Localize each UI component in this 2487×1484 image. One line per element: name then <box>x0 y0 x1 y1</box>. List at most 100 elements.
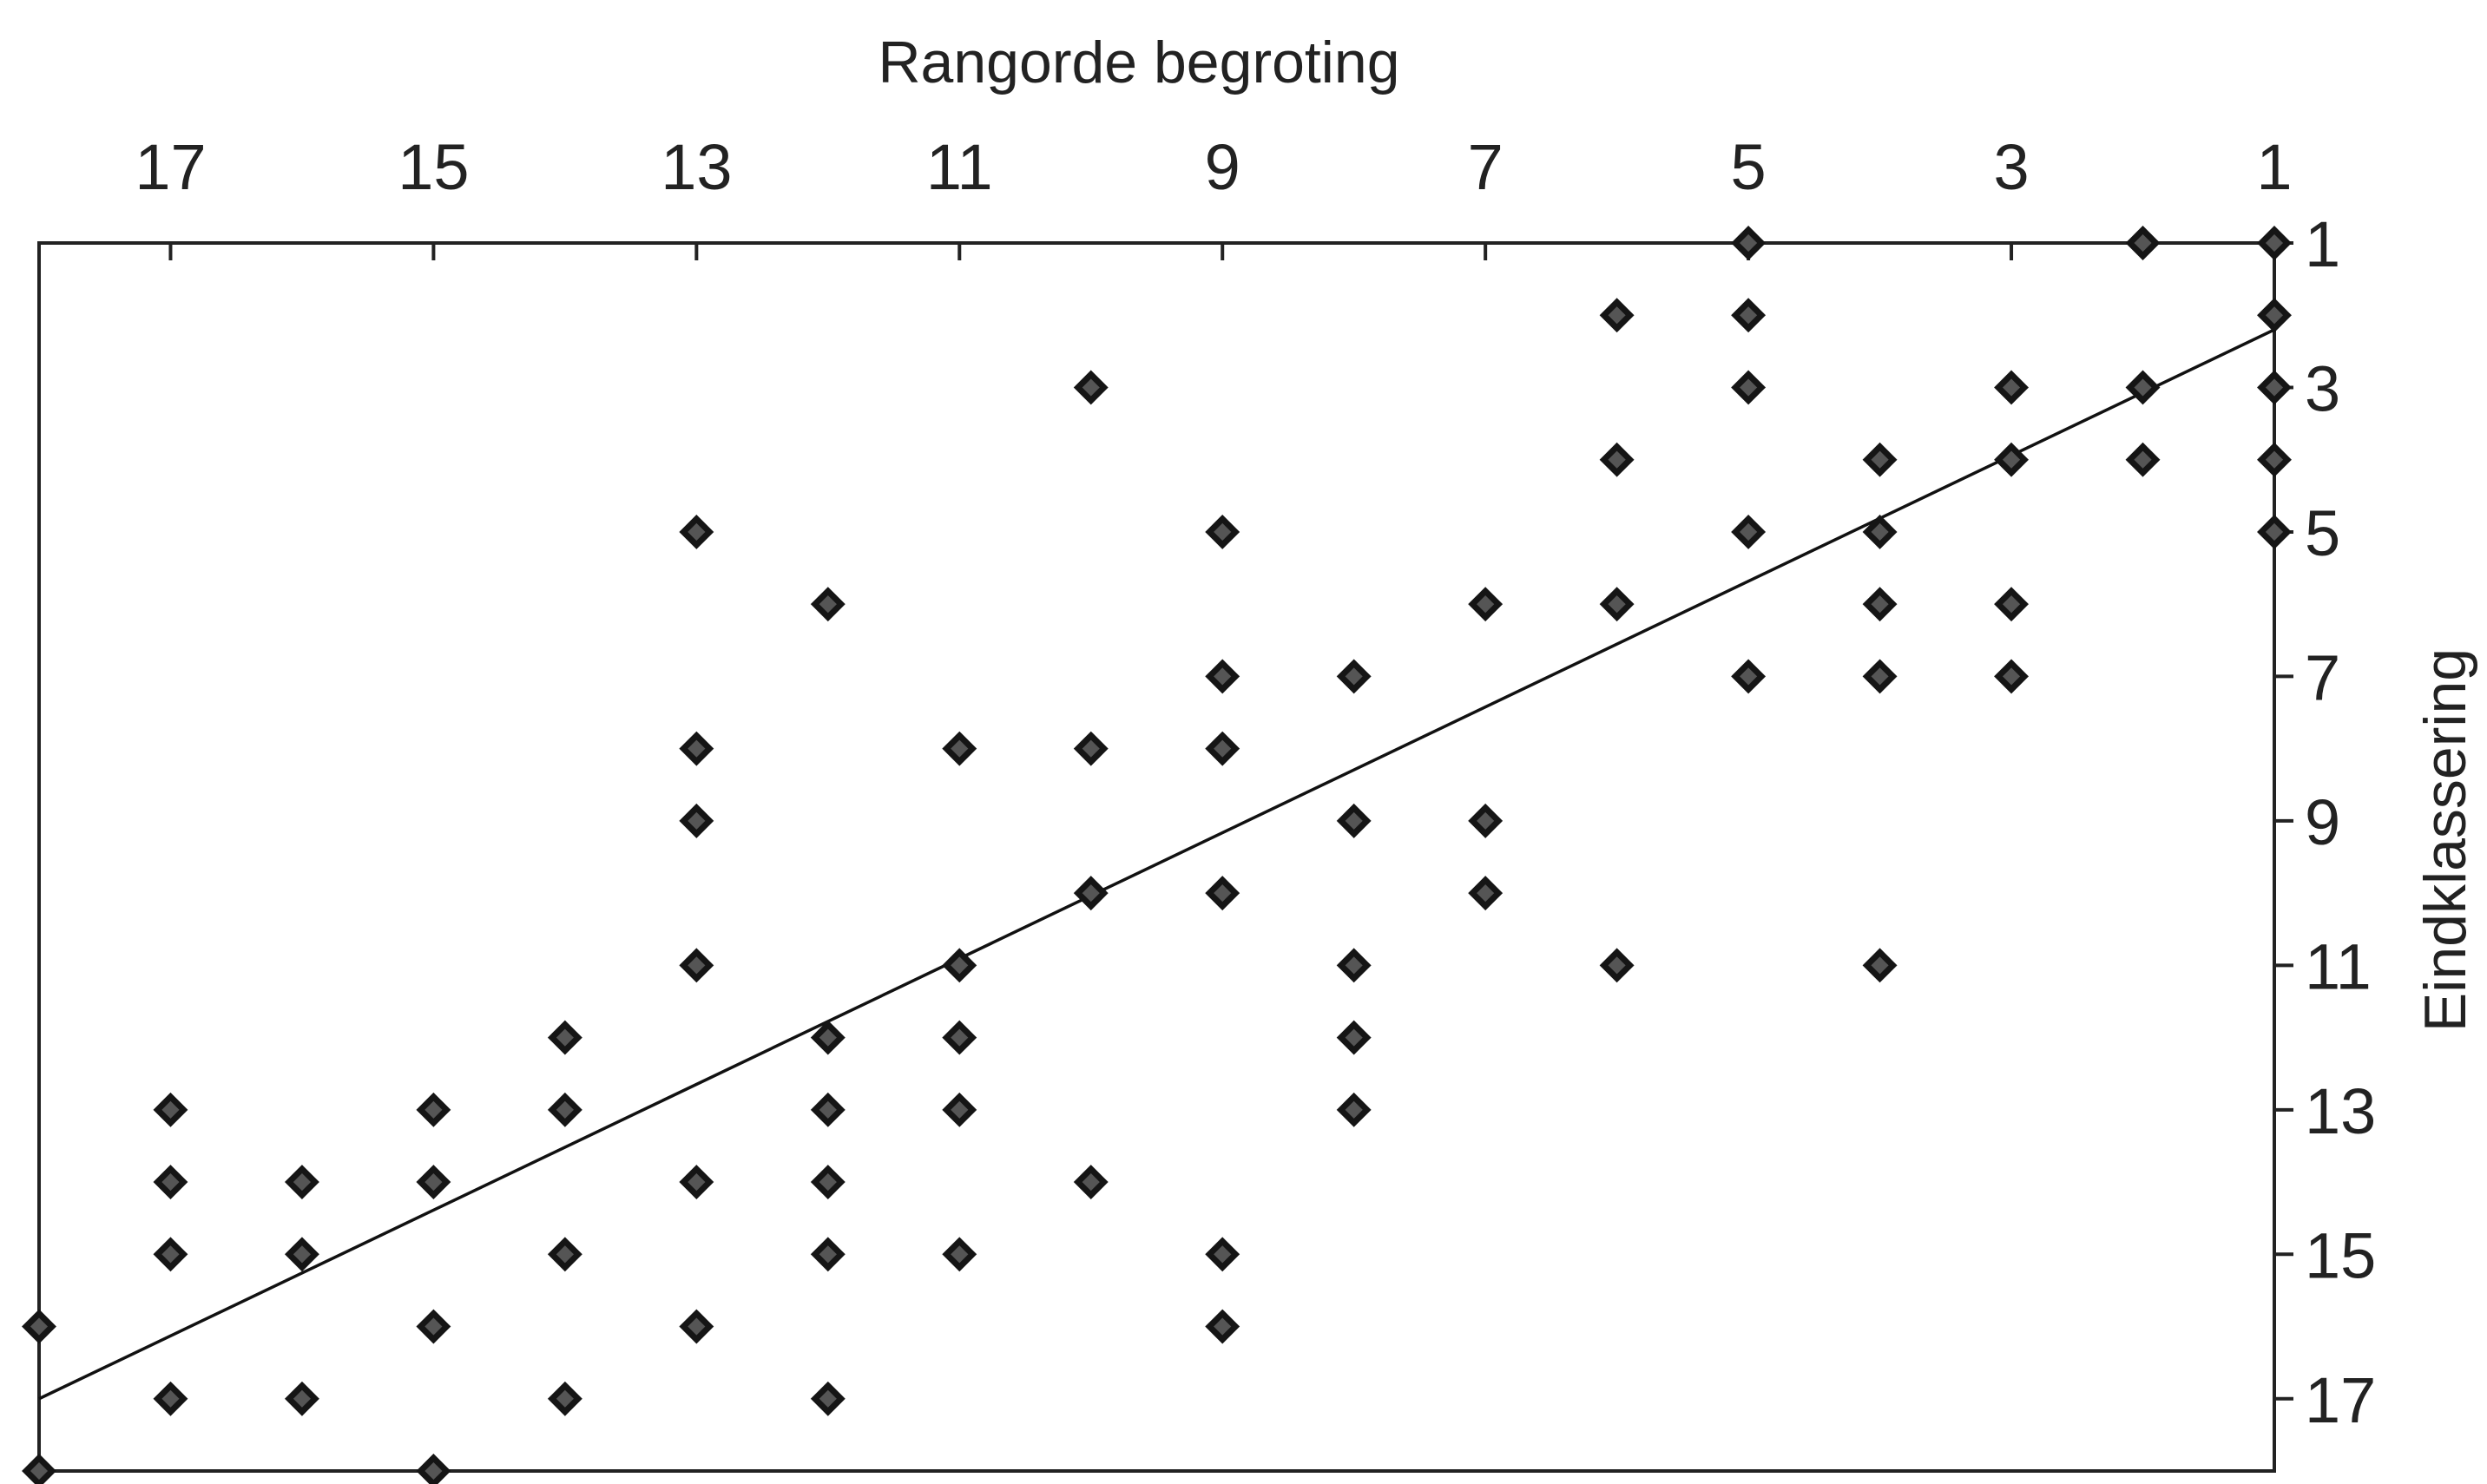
data-point <box>1862 442 1898 477</box>
data-point <box>284 1381 319 1416</box>
y-tick-label: 7 <box>2305 641 2340 713</box>
y-tick-label: 13 <box>2305 1075 2376 1147</box>
data-point <box>547 1020 582 1055</box>
y-tick-label: 3 <box>2305 352 2340 424</box>
data-point <box>679 514 714 549</box>
data-point <box>810 1020 845 1055</box>
data-point <box>1994 442 2030 477</box>
data-point <box>1862 587 1898 622</box>
plot-frame <box>37 241 2276 1473</box>
x-tick-label: 5 <box>1731 131 1767 203</box>
data-point <box>942 948 977 983</box>
data-point <box>1994 370 2030 405</box>
data-point <box>1599 298 1635 333</box>
data-point <box>679 948 714 983</box>
data-point <box>1731 659 1767 694</box>
y-tick-label: 17 <box>2305 1364 2376 1436</box>
data-point <box>2257 370 2292 405</box>
data-point <box>1468 587 1503 622</box>
data-point <box>1073 370 1109 405</box>
data-point <box>1731 226 1767 260</box>
data-point <box>2257 442 2292 477</box>
data-point <box>1468 803 1503 838</box>
data-point <box>810 1092 845 1127</box>
data-point <box>2257 226 2292 260</box>
data-point <box>1731 514 1767 549</box>
data-point <box>1599 442 1635 477</box>
data-point <box>1731 370 1767 405</box>
data-point <box>547 1237 582 1272</box>
data-point <box>2125 226 2161 260</box>
data-point <box>153 1165 188 1200</box>
data-point <box>2257 514 2292 549</box>
data-point <box>547 1381 582 1416</box>
data-point <box>679 1165 714 1200</box>
trend-line <box>38 328 2275 1401</box>
data-point <box>22 1454 56 1484</box>
data-point <box>1205 514 1240 549</box>
data-point <box>1205 876 1240 911</box>
data-point <box>1073 731 1109 766</box>
x-axis-ticks: 17 15 13 11 9 7 5 3 1 <box>135 131 2293 260</box>
data-point <box>2257 298 2292 333</box>
data-point <box>1731 298 1767 333</box>
data-point <box>416 1309 451 1344</box>
data-point <box>1336 948 1372 983</box>
data-point <box>1205 731 1240 766</box>
data-point <box>1205 1237 1240 1272</box>
data-point <box>1862 659 1898 694</box>
x-axis-title: Rangorde begroting <box>878 30 1399 95</box>
data-point <box>810 1381 845 1416</box>
x-tick-label: 7 <box>1468 131 1503 203</box>
data-point <box>1336 1020 1372 1055</box>
x-tick-label: 17 <box>135 131 206 203</box>
x-tick-label: 1 <box>2256 131 2292 203</box>
data-point <box>153 1237 188 1272</box>
x-tick-label: 11 <box>926 131 993 203</box>
data-point <box>416 1454 451 1484</box>
data-point <box>2125 370 2161 405</box>
data-point <box>416 1092 451 1127</box>
data-point <box>153 1381 188 1416</box>
data-point <box>1336 803 1372 838</box>
data-point <box>1599 587 1635 622</box>
data-point <box>1994 659 2030 694</box>
data-point <box>547 1092 582 1127</box>
y-axis-title: Eindklassering <box>2412 648 2478 1032</box>
data-point <box>810 1165 845 1200</box>
data-point <box>1336 659 1372 694</box>
data-point <box>1073 876 1109 911</box>
data-point <box>1599 948 1635 983</box>
data-point <box>1336 1092 1372 1127</box>
data-points <box>22 226 2292 1484</box>
y-tick-label: 5 <box>2305 497 2340 569</box>
data-point <box>942 731 977 766</box>
data-point <box>810 587 845 622</box>
data-point <box>679 803 714 838</box>
data-point <box>284 1165 319 1200</box>
data-point <box>679 1309 714 1344</box>
data-point <box>416 1165 451 1200</box>
data-point <box>942 1092 977 1127</box>
data-point <box>1862 948 1898 983</box>
data-point <box>1073 1165 1109 1200</box>
data-point <box>942 1237 977 1272</box>
y-tick-label: 9 <box>2305 786 2340 858</box>
data-point <box>679 731 714 766</box>
data-point <box>1205 659 1240 694</box>
y-tick-label: 1 <box>2305 208 2340 280</box>
data-point <box>810 1237 845 1272</box>
x-tick-label: 3 <box>1993 131 2029 203</box>
data-point <box>153 1092 188 1127</box>
data-point <box>1862 514 1898 549</box>
x-tick-label: 13 <box>661 131 732 203</box>
y-tick-label: 15 <box>2305 1219 2376 1291</box>
y-tick-label: 11 <box>2305 930 2372 1002</box>
data-point <box>284 1237 319 1272</box>
data-point <box>942 1020 977 1055</box>
data-point <box>1994 587 2030 622</box>
x-tick-label: 9 <box>1205 131 1240 203</box>
data-point <box>22 1309 56 1344</box>
